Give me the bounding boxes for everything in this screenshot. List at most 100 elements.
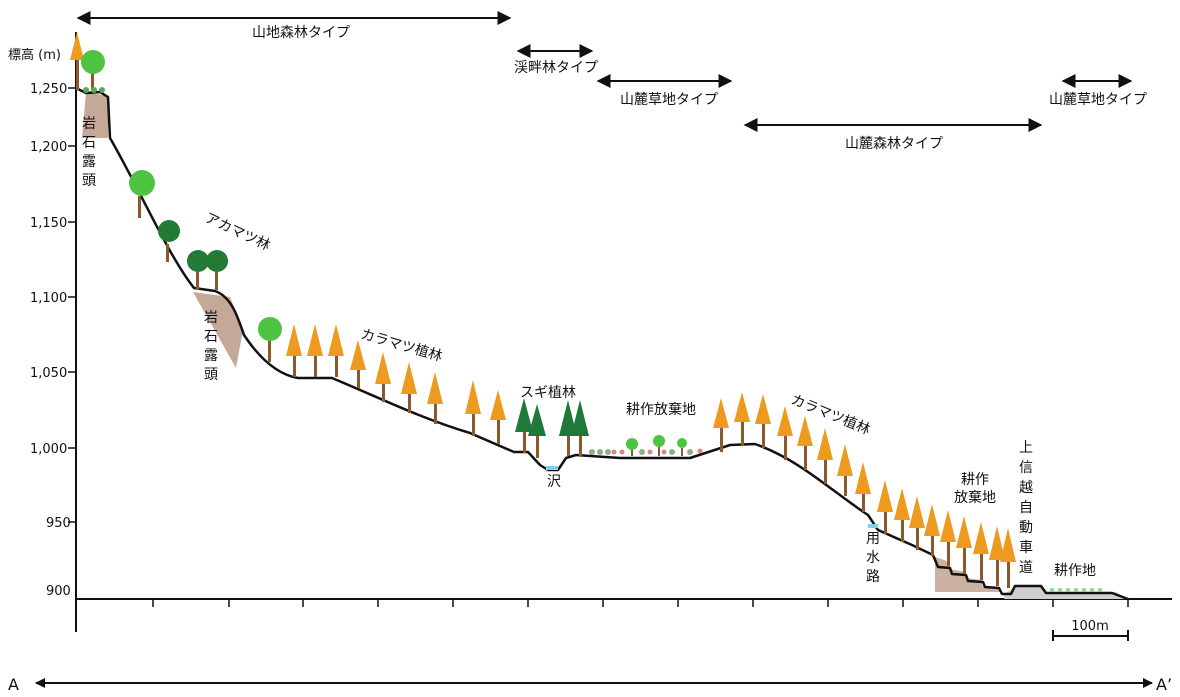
broadleaf-tree	[258, 317, 282, 362]
broadleaf-tree	[81, 50, 105, 90]
vertical-label-char: 頭	[82, 173, 96, 189]
cedar-tree	[528, 404, 546, 458]
abandoned-field-label: 放棄地	[954, 490, 996, 506]
larch-tree	[909, 496, 925, 550]
vertical-label-char: 上	[1019, 440, 1033, 456]
y-axis: 標高 (m) 1,250 1,200 1,150 1,100 1,050 1,0…	[8, 32, 77, 632]
broadleaf-tree	[626, 438, 638, 456]
shrub-cluster	[589, 449, 693, 455]
zone-label-streamside-forest: 渓畔林タイプ	[514, 60, 598, 76]
broadleaf-tree	[653, 435, 665, 456]
vertical-label-char: 動	[1019, 520, 1033, 536]
y-tick-label: 950	[46, 516, 71, 531]
y-ticks	[68, 87, 76, 523]
larch-tree	[427, 372, 443, 424]
larch-tree	[837, 444, 853, 496]
larch-tree	[755, 394, 771, 448]
larch-tree	[877, 480, 893, 534]
larch-tree	[490, 390, 506, 444]
vertical-label-char: 石	[82, 135, 96, 151]
crop-row	[1050, 588, 1102, 592]
grass-tuft	[83, 87, 105, 93]
larch-tree	[940, 510, 956, 566]
x-axis	[76, 598, 1172, 607]
larch-tree	[1000, 528, 1016, 588]
larch-tree	[328, 324, 344, 377]
larch-plantation-label: カラマツ植林	[359, 326, 444, 365]
farmland-label: 耕作地	[1054, 562, 1096, 579]
y-tick-label: 1,050	[30, 366, 67, 381]
vertical-label-char: 自	[1019, 500, 1033, 516]
section-start-label: A	[8, 675, 19, 694]
vertical-label-char: 車	[1019, 539, 1033, 556]
y-tick-label: 1,250	[30, 82, 67, 97]
cedar-tree	[559, 400, 577, 456]
cedar-tree	[571, 400, 589, 456]
y-tick-label: 1,000	[30, 442, 67, 457]
vertical-label-char: 路	[866, 569, 880, 585]
larch-tree	[894, 488, 910, 542]
zone-label-mountain-forest: 山地森林タイプ	[252, 25, 350, 41]
larch-tree	[734, 392, 750, 446]
rock-outcrop	[82, 92, 108, 138]
y-tick-label: 1,150	[30, 216, 67, 231]
abandoned-field-label: 耕作	[961, 471, 989, 488]
vertical-label-char: 用	[866, 531, 880, 547]
larch-tree	[989, 526, 1005, 586]
larch-tree	[286, 324, 302, 377]
larch-tree	[70, 32, 84, 90]
larch-tree	[924, 504, 940, 556]
abandoned-field-label: 耕作放棄地	[626, 401, 696, 418]
zone-arrows	[76, 11, 1133, 132]
larch-tree	[401, 362, 417, 413]
vertical-label-char: 信	[1019, 460, 1033, 476]
larch-tree	[375, 352, 391, 402]
section-end-label: A’	[1156, 675, 1172, 694]
broadleaf-tree	[187, 250, 209, 290]
vertical-label-char: 石	[204, 329, 218, 345]
y-tick-label: 1,100	[30, 291, 67, 306]
vertical-label-char: 越	[1019, 480, 1033, 496]
cedar-plantation-label: スギ植林	[520, 385, 576, 401]
larch-tree	[307, 324, 323, 377]
y-axis-label: 標高 (m)	[8, 47, 61, 63]
larch-tree	[713, 398, 729, 452]
terrain-profile	[75, 86, 1129, 601]
zone-label-foothill-grass: 山麓草地タイプ	[620, 92, 718, 108]
larch-tree	[465, 380, 481, 436]
rock-outcrop	[193, 292, 243, 368]
terraced-field	[935, 557, 1000, 592]
vertical-label-char: 岩	[82, 116, 96, 132]
zone-label-foothill-grass: 山麓草地タイプ	[1049, 92, 1147, 108]
scale-bar-label: 100m	[1071, 619, 1108, 634]
zone-label-foothill-forest: 山麓森林タイプ	[845, 136, 943, 152]
red-pine-label: アカマツ林	[202, 210, 272, 254]
vertical-label-char: 露	[204, 348, 218, 364]
vertical-label-char: 水	[866, 550, 880, 566]
irrigation-water	[868, 524, 878, 528]
vertical-label-char: 岩	[204, 310, 218, 326]
irrigation-channel-label: 用水路	[866, 531, 880, 585]
larch-tree	[855, 462, 871, 512]
broadleaf-tree	[206, 250, 228, 290]
broadleaf-tree	[129, 170, 155, 218]
broadleaf-tree	[677, 438, 687, 456]
vertical-label-char: 露	[82, 154, 96, 170]
y-tick-label: 900	[46, 584, 71, 599]
stream-label: 沢	[547, 474, 561, 490]
y-tick-label: 1,200	[30, 140, 67, 155]
larch-tree	[817, 428, 833, 484]
scale-bar	[1052, 630, 1129, 641]
shrub-cluster	[611, 448, 703, 455]
cedar-tree	[515, 398, 533, 453]
larch-tree	[777, 406, 793, 460]
vertical-label-char: 道	[1019, 560, 1033, 576]
larch-tree	[956, 516, 972, 574]
larch-tree	[973, 522, 989, 580]
larch-tree	[797, 416, 813, 470]
